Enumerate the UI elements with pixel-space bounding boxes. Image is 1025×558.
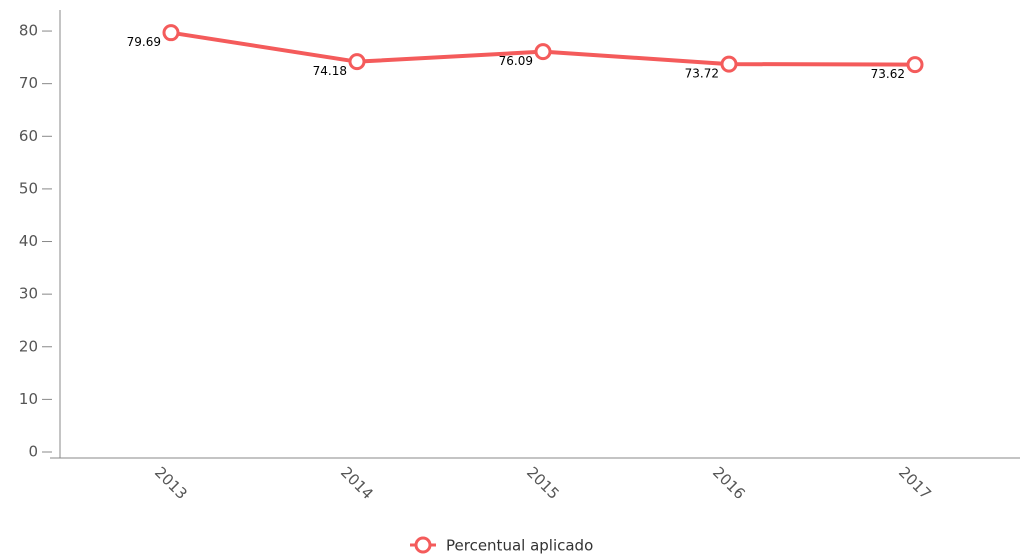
point xyxy=(162,24,180,42)
data-label: 73.72 xyxy=(685,67,719,81)
data-label: 74.18 xyxy=(313,64,347,78)
y-tick-label: 80 xyxy=(19,22,38,40)
data-label: 76.09 xyxy=(499,54,533,68)
y-tick-label: 0 xyxy=(28,443,38,461)
legend: Percentual aplicado xyxy=(410,536,593,555)
data-label: 79.69 xyxy=(127,35,161,49)
point xyxy=(348,53,366,71)
data-label: 73.62 xyxy=(871,67,905,81)
legend-label: Percentual aplicado xyxy=(446,537,593,555)
y-tick-label: 50 xyxy=(19,179,38,197)
y-tick-label: 30 xyxy=(19,285,38,303)
y-tick-label: 40 xyxy=(19,232,38,250)
y-tick-label: 60 xyxy=(19,127,38,145)
y-tick-label: 20 xyxy=(19,337,38,355)
point xyxy=(906,56,924,74)
point xyxy=(534,43,552,61)
legend-marker xyxy=(414,536,432,554)
y-tick-label: 10 xyxy=(19,390,38,408)
y-tick-label: 70 xyxy=(19,74,38,92)
point xyxy=(720,55,738,73)
